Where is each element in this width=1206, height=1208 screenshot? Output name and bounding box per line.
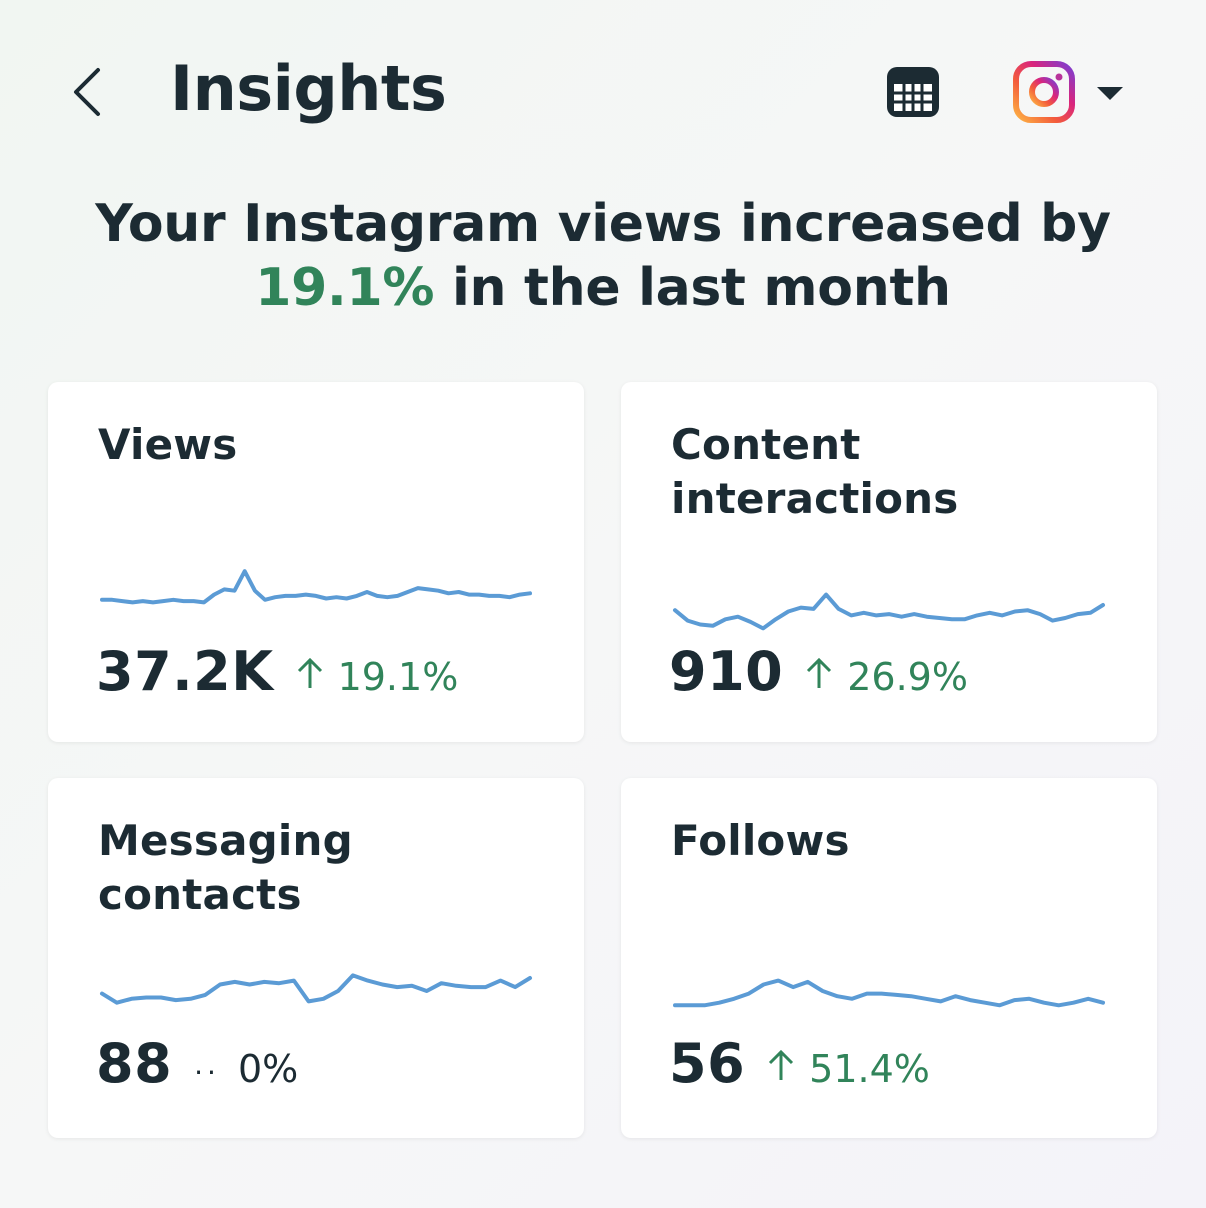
account-dropdown-caret-icon[interactable]: [1094, 82, 1126, 104]
views-change-percent: 19.1%: [337, 655, 459, 699]
content-interactions-change: 26.9%: [805, 655, 968, 699]
summary-line-2-text: in the last month: [434, 258, 951, 318]
content-interactions-change-percent: 26.9%: [847, 655, 968, 699]
follows-metric: 56 51.4%: [669, 1032, 930, 1095]
arrow-up-icon: [807, 657, 832, 688]
views-change: 19.1%: [296, 655, 459, 699]
views-value: 37.2K: [96, 640, 274, 703]
content-interactions-sparkline: [669, 560, 1109, 650]
views-sparkline: [96, 560, 536, 650]
no-change-dots-icon: ··: [194, 1056, 220, 1089]
summary-percent: 19.1%: [255, 258, 435, 318]
messaging-contacts-change-percent: 0%: [237, 1047, 299, 1091]
content-interactions-card[interactable]: Content interactions 910 26.9%: [621, 382, 1157, 742]
back-arrow-icon[interactable]: [66, 62, 114, 122]
messaging-contacts-sparkline: [96, 946, 536, 1036]
messaging-contacts-value: 88: [96, 1032, 173, 1095]
sparkline-path: [102, 975, 530, 1002]
follows-change: 51.4%: [767, 1047, 930, 1091]
summary-line-1: Your Instagram views increased by: [95, 194, 1111, 254]
content-interactions-metric: 910 26.9%: [669, 640, 968, 703]
messaging-contacts-change: ·· 0%: [194, 1047, 298, 1091]
page-title: Insights: [170, 52, 447, 125]
views-metric: 37.2K 19.1%: [96, 640, 459, 703]
sparkline-path: [675, 595, 1103, 629]
messaging-contacts-metric: 88 ·· 0%: [96, 1032, 298, 1095]
card-title: Follows: [671, 816, 850, 865]
insights-summary: Your Instagram views increased by 19.1% …: [0, 192, 1206, 320]
card-title: Content interactions: [671, 420, 959, 523]
sparkline-path: [675, 981, 1103, 1006]
follows-sparkline: [669, 946, 1109, 1036]
follows-card[interactable]: Follows 56 51.4%: [621, 778, 1157, 1138]
calendar-icon[interactable]: [884, 64, 942, 120]
arrow-up-icon: [769, 1049, 794, 1080]
summary-line-2: 19.1% in the last month: [0, 256, 1206, 320]
follows-change-percent: 51.4%: [809, 1047, 930, 1091]
instagram-icon[interactable]: [1012, 60, 1076, 124]
card-title: Messaging contacts: [98, 816, 353, 919]
views-card[interactable]: Views 37.2K 19.1%: [48, 382, 584, 742]
content-interactions-value: 910: [669, 640, 784, 703]
follows-value: 56: [669, 1032, 746, 1095]
messaging-contacts-card[interactable]: Messaging contacts 88 ·· 0%: [48, 778, 584, 1138]
sparkline-path: [102, 571, 530, 602]
card-title: Views: [98, 420, 238, 469]
top-bar: Insights: [0, 0, 1206, 180]
arrow-up-icon: [297, 657, 322, 688]
